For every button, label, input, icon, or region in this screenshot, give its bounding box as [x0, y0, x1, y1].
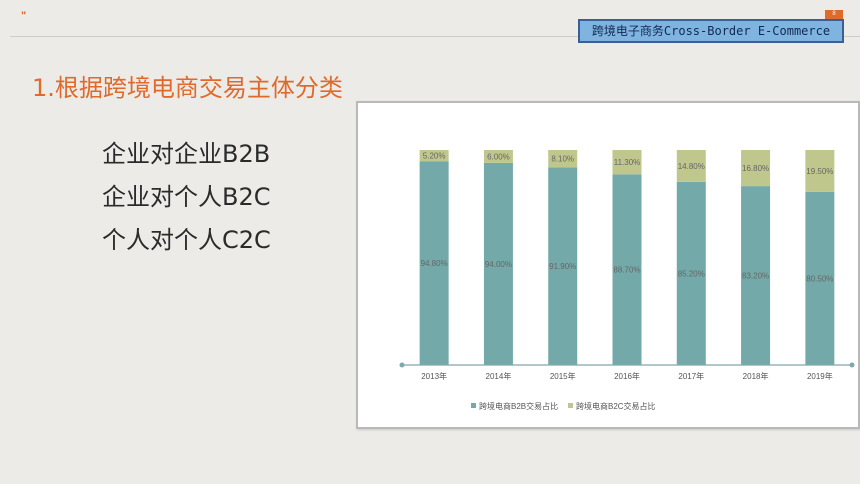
slide-mark: "	[21, 10, 26, 22]
b2c-bar	[419, 150, 449, 162]
page-number: 8	[825, 10, 843, 19]
b2b-bar	[676, 181, 706, 365]
data-label: 8.10%	[551, 155, 574, 164]
stacked-bar-chart: 94.80% 5.20% 94.00% 6.00% 91.90% 8.10% 88.70% 1…	[399, 150, 855, 411]
x-tick-label: 2013年	[421, 371, 447, 381]
legend-swatch	[471, 403, 476, 408]
data-label: 94.80%	[421, 259, 448, 268]
b2c-bar	[805, 150, 835, 192]
data-label: 16.80%	[742, 164, 769, 173]
chart-panel: 94.80% 5.20% 94.00% 6.00% 91.90% 8.10% 88.70% 1…	[356, 101, 860, 429]
x-tick-label: 2018年	[743, 371, 769, 381]
data-label: 94.00%	[485, 260, 512, 269]
data-label: 19.50%	[806, 167, 833, 176]
data-label: 85.20%	[678, 269, 705, 278]
b2c-bar	[741, 150, 771, 187]
b2b-bar	[548, 167, 578, 365]
b2c-bar	[483, 150, 513, 163]
b2c-bar	[612, 150, 642, 175]
x-tick-label: 2014年	[486, 371, 512, 381]
bullet-item: 企业对个人B2C	[102, 183, 271, 211]
b2b-bar	[741, 186, 771, 365]
data-label: 88.70%	[613, 266, 640, 275]
bullet-item: 个人对个人C2C	[102, 226, 271, 254]
legend-label: 跨境电商B2C交易占比	[576, 401, 656, 411]
b2b-bar	[483, 162, 513, 365]
data-label: 6.00%	[487, 152, 510, 161]
section-title: 1.根据跨境电商交易主体分类	[32, 74, 343, 102]
bullet-list: 企业对企业B2B 企业对个人B2C 个人对个人C2C	[102, 133, 271, 262]
data-label: 80.50%	[806, 274, 833, 283]
data-label: 91.90%	[549, 262, 576, 271]
b2b-bar	[612, 174, 642, 365]
x-tick-label: 2017年	[678, 371, 704, 381]
bullet-item: 企业对企业B2B	[102, 140, 271, 168]
x-tick-label: 2016年	[614, 371, 640, 381]
data-label: 83.20%	[742, 272, 769, 281]
x-tick-label: 2015年	[550, 371, 576, 381]
data-label: 14.80%	[678, 162, 705, 171]
axis-end-dot	[849, 362, 855, 368]
b2b-bar	[805, 191, 835, 365]
x-tick-label: 2019年	[807, 371, 833, 381]
header-divider	[10, 36, 860, 37]
b2c-bar	[548, 150, 578, 168]
legend-label: 跨境电商B2B交易占比	[479, 401, 558, 411]
b2c-bar	[676, 150, 706, 182]
data-label: 11.30%	[614, 158, 641, 167]
axis-start-dot	[399, 362, 405, 368]
course-title-badge: 跨境电子商务Cross-Border E-Commerce	[578, 19, 844, 43]
b2b-bar	[419, 161, 449, 365]
legend-swatch	[568, 403, 573, 408]
data-label: 5.20%	[423, 152, 446, 161]
